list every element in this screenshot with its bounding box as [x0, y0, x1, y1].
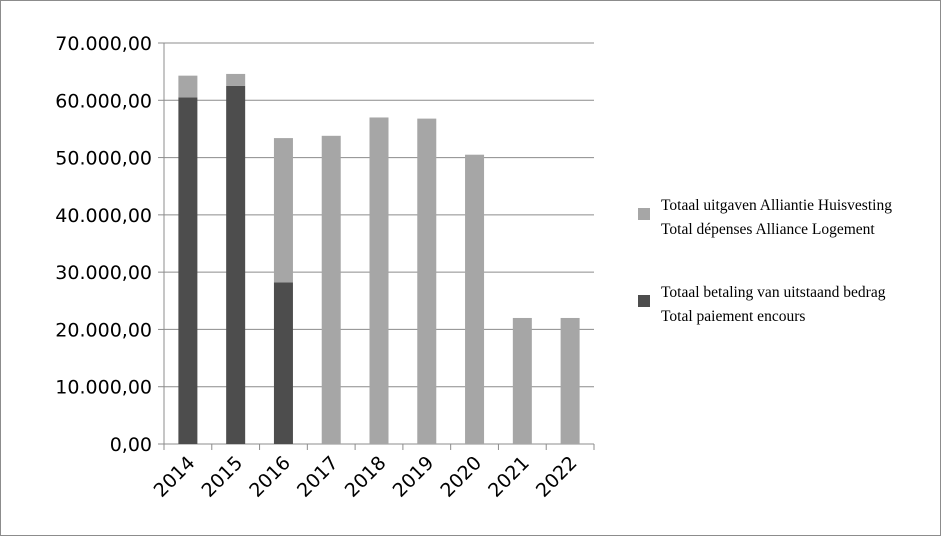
bar-segment: [178, 75, 198, 98]
legend-label: Totaal uitgaven Alliantie Huisvesting: [661, 197, 892, 214]
y-tick-label: 10.000,00: [55, 377, 152, 399]
bar-segment: [226, 73, 246, 86]
legend-label: Total dépenses Alliance Logement: [661, 221, 875, 238]
bar-segment: [465, 154, 485, 444]
bar-segment: [178, 97, 198, 445]
legend-label: Totaal betaling van uitstaand bedrag: [661, 284, 886, 301]
bar-segment: [417, 118, 437, 445]
x-tick-label: 2019: [389, 452, 439, 502]
x-tick-label: 2016: [245, 452, 295, 502]
y-tick-label: 60.000,00: [55, 90, 152, 112]
y-tick-label: 70.000,00: [55, 33, 152, 55]
bar-segment: [273, 138, 293, 283]
y-tick-label: 30.000,00: [55, 262, 152, 284]
bar-segment: [512, 317, 532, 444]
bar-segment: [321, 135, 341, 444]
y-tick-label: 40.000,00: [55, 205, 152, 227]
legend-swatch: [638, 295, 650, 307]
legend-swatch: [638, 208, 650, 220]
x-tick-label: 2021: [484, 452, 534, 502]
x-tick-label: 2018: [341, 452, 391, 502]
x-tick-label: 2017: [293, 452, 343, 502]
bar-segment: [369, 117, 389, 444]
bar-segment: [226, 85, 246, 444]
x-tick-label: 2014: [150, 452, 200, 502]
legend-label: Total paiement encours: [661, 308, 805, 325]
y-tick-label: 50.000,00: [55, 148, 152, 170]
bar-segment: [560, 317, 580, 444]
x-tick-label: 2022: [532, 452, 582, 502]
x-tick-label: 2015: [197, 452, 247, 502]
bar-segment: [273, 282, 293, 444]
x-tick-label: 2020: [436, 452, 486, 502]
y-tick-label: 0,00: [110, 434, 152, 456]
y-tick-label: 20.000,00: [55, 319, 152, 341]
